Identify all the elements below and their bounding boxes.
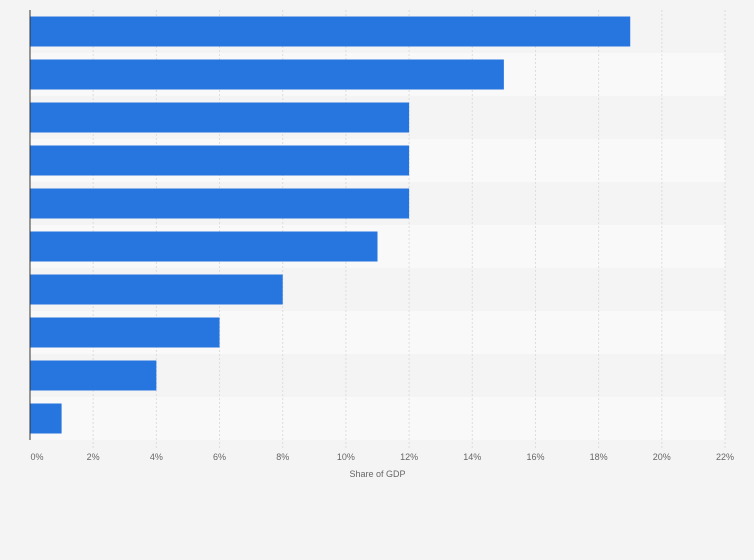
bar[interactable] (30, 188, 410, 219)
x-tick-label: 10% (337, 452, 355, 462)
x-tick-label: 0% (30, 452, 43, 462)
x-axis-title: Share of GDP (349, 469, 405, 479)
bars (30, 16, 631, 434)
bar[interactable] (30, 16, 631, 47)
x-tick-label: 12% (400, 452, 418, 462)
bar[interactable] (30, 231, 378, 262)
x-axis-ticks: 0% 2% 4% 6% 8% 10% 12% 14% 16% 18% 20% 22% (30, 452, 734, 462)
bar[interactable] (30, 317, 220, 348)
x-tick-label: 22% (716, 452, 734, 462)
x-tick-label: 20% (653, 452, 671, 462)
bar[interactable] (30, 274, 283, 305)
x-tick-label: 18% (590, 452, 608, 462)
x-tick-label: 4% (150, 452, 163, 462)
x-tick-label: 2% (87, 452, 100, 462)
x-tick-label: 14% (463, 452, 481, 462)
bar[interactable] (30, 403, 62, 434)
bar[interactable] (30, 59, 504, 90)
bar[interactable] (30, 145, 410, 176)
bar[interactable] (30, 360, 157, 391)
x-tick-label: 6% (213, 452, 226, 462)
row-band (30, 397, 725, 440)
x-tick-label: 8% (276, 452, 289, 462)
x-tick-label: 16% (526, 452, 544, 462)
bar[interactable] (30, 102, 410, 133)
